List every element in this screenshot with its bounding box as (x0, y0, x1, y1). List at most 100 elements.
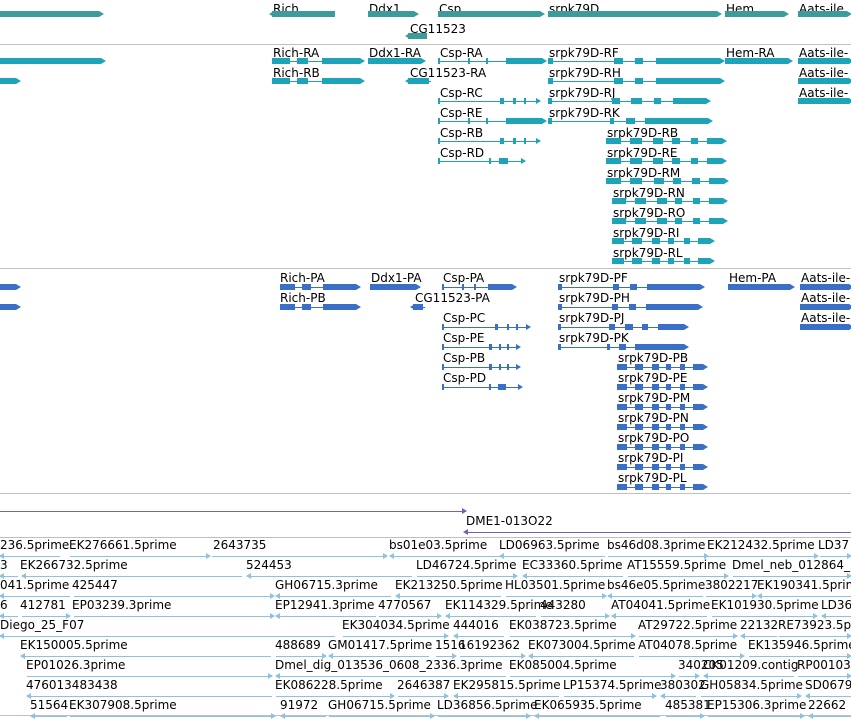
est-feature[interactable] (523, 576, 623, 577)
est-label[interactable]: 041.5prime (0, 578, 70, 592)
protein-feature[interactable] (617, 403, 708, 411)
est-feature[interactable] (343, 636, 448, 637)
est-label[interactable]: 444016 (453, 618, 499, 632)
protein-label[interactable]: srpk79D-PM (618, 391, 691, 405)
est-feature[interactable] (712, 616, 817, 617)
transcript-label[interactable]: Rich-RA (273, 46, 320, 60)
protein-feature[interactable] (800, 283, 851, 291)
protein-feature[interactable] (442, 383, 523, 391)
protein-label[interactable]: Rich-PA (280, 271, 325, 285)
est-label[interactable]: EK212432.5prime (707, 538, 815, 552)
est-feature[interactable] (535, 716, 660, 717)
est-feature[interactable] (820, 556, 851, 557)
gene-feature[interactable] (725, 11, 784, 17)
est-feature[interactable] (666, 716, 704, 717)
transcript-feature[interactable] (548, 97, 711, 105)
est-feature[interactable] (417, 576, 517, 577)
protein-feature[interactable] (442, 283, 517, 291)
est-feature[interactable] (390, 556, 500, 557)
protein-label[interactable]: srpk79D-PL (618, 471, 687, 485)
protein-label[interactable]: Csp-PD (443, 371, 487, 385)
est-feature[interactable] (22, 616, 70, 617)
est-feature[interactable] (74, 596, 274, 597)
transcript-label[interactable]: Hem-RA (726, 46, 775, 60)
est-feature[interactable] (679, 676, 699, 677)
est-label[interactable]: EC33360.5prime (522, 558, 623, 572)
protein-label[interactable]: Rich-PB (280, 291, 326, 305)
gene-feature[interactable] (548, 11, 717, 17)
est-label[interactable]: EK101930.5prime (711, 598, 819, 612)
est-feature[interactable] (0, 596, 70, 597)
est-label[interactable]: EK073004.5prime (528, 638, 636, 652)
est-feature[interactable] (329, 716, 434, 717)
transcript-label[interactable]: Csp-RD (440, 146, 485, 160)
est-feature[interactable] (436, 656, 456, 657)
est-label[interactable]: 6 (0, 598, 8, 612)
transcript-label[interactable]: Csp-RC (440, 86, 483, 100)
protein-feature[interactable] (558, 343, 689, 351)
est-feature[interactable] (329, 656, 429, 657)
transcript-label[interactable]: Csp-RE (440, 106, 483, 120)
est-label[interactable]: 488689 (275, 638, 321, 652)
est-feature[interactable] (612, 616, 707, 617)
est-feature[interactable] (541, 616, 609, 617)
protein-label[interactable]: Hem-PA (729, 271, 777, 285)
est-label[interactable]: EK304034.5prime (342, 618, 450, 632)
est-label[interactable]: 2643735 (213, 538, 267, 552)
transcript-label[interactable]: Rich-RB (273, 66, 320, 80)
protein-feature[interactable] (410, 303, 425, 311)
est-label[interactable]: EP03239.3prime (72, 598, 172, 612)
protein-label[interactable]: srpk79D-PO (618, 431, 690, 445)
transcript-feature[interactable] (438, 157, 526, 165)
protein-label[interactable]: Aats-ile- (801, 271, 851, 285)
est-label[interactable]: AT15559.5prime (627, 558, 727, 572)
gene-feature[interactable] (368, 11, 414, 17)
transcript-feature[interactable] (0, 77, 21, 85)
est-feature[interactable] (564, 696, 656, 697)
protein-label[interactable]: Csp-PE (443, 331, 485, 345)
est-feature[interactable] (639, 636, 737, 637)
transcript-label[interactable]: Ddx1-RA (369, 46, 421, 60)
est-feature[interactable] (608, 596, 703, 597)
est-feature[interactable] (0, 556, 60, 557)
est-label[interactable]: EK135946.5prime (748, 638, 851, 652)
est-label[interactable]: Dmel_neb_012864_ (732, 558, 851, 572)
est-feature[interactable] (798, 676, 851, 677)
est-feature[interactable] (212, 556, 387, 557)
protein-feature[interactable] (0, 303, 21, 311)
est-label[interactable]: Diego_25_F07 (0, 618, 85, 632)
est-feature[interactable] (27, 696, 272, 697)
protein-label[interactable]: srpk79D-PF (559, 271, 628, 285)
transcript-feature[interactable] (606, 157, 727, 165)
protein-feature[interactable] (617, 423, 708, 431)
est-feature[interactable] (510, 636, 635, 637)
est-label[interactable]: EK307908.5prime (69, 698, 177, 712)
protein-feature[interactable] (617, 483, 708, 491)
gene-feature[interactable] (438, 11, 540, 17)
est-label[interactable]: Dmel_dig_013536_0608_2336.3prime (275, 658, 503, 672)
transcript-label[interactable]: CG11523-RA (410, 66, 487, 80)
protein-feature[interactable] (558, 303, 703, 311)
transcript-feature[interactable] (548, 77, 725, 85)
est-label[interactable]: 3802217 (705, 578, 759, 592)
est-label[interactable]: SD0679 (805, 678, 851, 692)
transcript-feature[interactable] (612, 237, 715, 245)
protein-feature[interactable] (442, 363, 521, 371)
transcript-label[interactable]: srpk79D-RB (607, 126, 679, 140)
est-label[interactable]: 91972 (280, 698, 319, 712)
est-feature[interactable] (822, 616, 851, 617)
protein-label[interactable]: srpk79D-PI (618, 451, 684, 465)
est-label[interactable]: 4770567 (378, 598, 432, 612)
transcript-label[interactable]: Aats-ile- (799, 86, 849, 100)
transcript-label[interactable]: srpk79D-RK (549, 106, 620, 120)
est-feature[interactable] (628, 576, 728, 577)
est-label[interactable]: LD46724.5prime (416, 558, 517, 572)
transcript-feature[interactable] (0, 57, 106, 65)
est-label[interactable]: 3 (0, 558, 8, 572)
est-label[interactable]: EK150005.5prime (20, 638, 128, 652)
est-feature[interactable] (0, 576, 18, 577)
est-label[interactable]: 476013483438 (26, 678, 118, 692)
transcript-feature[interactable] (798, 97, 851, 105)
transcript-label[interactable]: Csp-RB (440, 126, 484, 140)
est-feature[interactable] (529, 656, 634, 657)
